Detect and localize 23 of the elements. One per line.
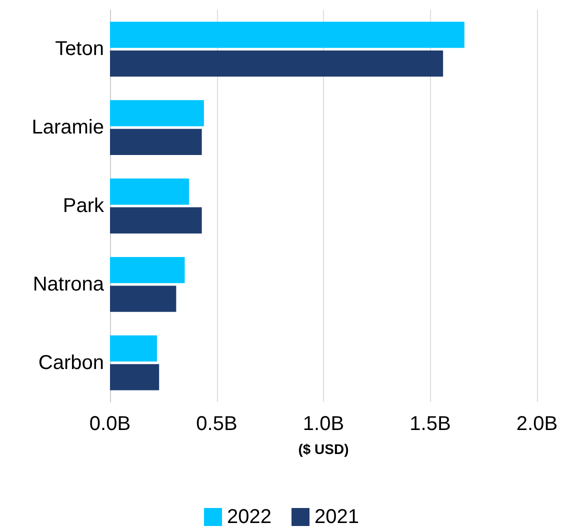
x-axis-title: ($ USD) — [298, 441, 349, 457]
legend-label: 2022 — [227, 506, 272, 528]
x-tick-label: 1.5B — [410, 413, 451, 435]
y-tick-label: Teton — [55, 38, 104, 60]
x-tick-label: 0.0B — [89, 413, 131, 435]
bar — [110, 286, 176, 312]
y-tick-label: Laramie — [32, 116, 104, 139]
bar — [110, 256, 185, 284]
bar — [110, 22, 464, 48]
y-tick-label: Park — [62, 195, 105, 217]
bar — [110, 364, 160, 390]
bar — [110, 178, 189, 205]
x-tick-label: 0.5B — [196, 413, 238, 435]
legend-label: 2021 — [314, 506, 359, 528]
bar — [110, 335, 157, 362]
y-tick-label: Carbon — [38, 352, 104, 374]
y-tick-label: Natrona — [32, 273, 105, 296]
bar — [110, 100, 204, 126]
bar — [110, 207, 202, 234]
x-tick-label: 1.0B — [302, 413, 344, 435]
bar — [110, 128, 202, 156]
bar — [110, 50, 444, 77]
x-tick-label: 2.0B — [516, 413, 558, 435]
